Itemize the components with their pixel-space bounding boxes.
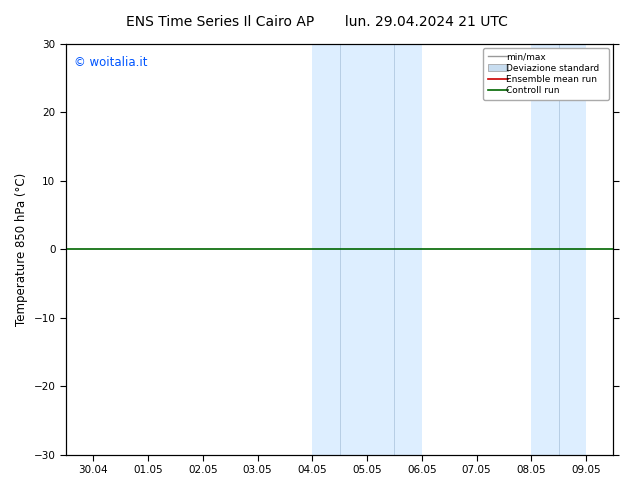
Text: ENS Time Series Il Cairo AP       lun. 29.04.2024 21 UTC: ENS Time Series Il Cairo AP lun. 29.04.2… bbox=[126, 15, 508, 29]
Bar bbox=[367, 44, 394, 455]
Text: © woitalia.it: © woitalia.it bbox=[74, 56, 148, 69]
Bar bbox=[394, 44, 422, 455]
Y-axis label: Temperature 850 hPa (°C): Temperature 850 hPa (°C) bbox=[15, 172, 28, 326]
Bar bbox=[531, 44, 559, 455]
Legend: min/max, Deviazione standard, Ensemble mean run, Controll run: min/max, Deviazione standard, Ensemble m… bbox=[483, 48, 609, 100]
Bar bbox=[559, 44, 586, 455]
Bar bbox=[340, 44, 367, 455]
Bar bbox=[313, 44, 340, 455]
